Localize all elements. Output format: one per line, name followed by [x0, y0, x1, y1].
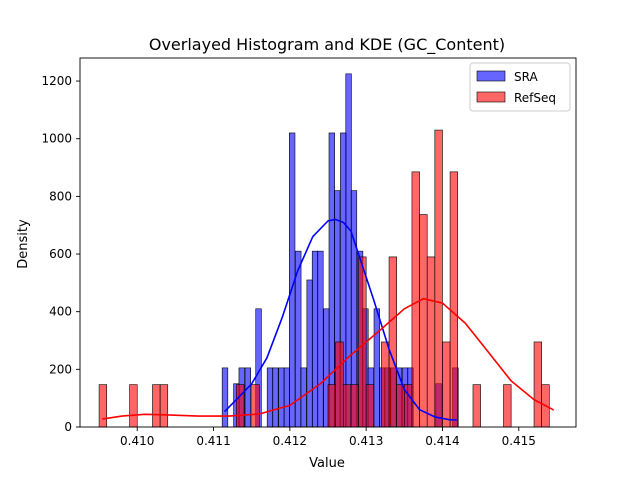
histogram-bar [236, 384, 245, 428]
histogram-bar [221, 367, 229, 428]
histogram-bar [381, 341, 390, 428]
legend-label-sra: SRA [514, 70, 538, 84]
histogram-bar [266, 367, 274, 428]
histogram-bar [503, 384, 512, 428]
histogram-bar [365, 384, 375, 428]
histogram-bar [335, 341, 344, 428]
histogram-bar [472, 384, 481, 428]
histogram-bar [129, 384, 138, 428]
histogram-bar [373, 308, 380, 428]
y-tick-label: 0 [64, 420, 72, 434]
histogram-bar [278, 367, 285, 428]
histogram-bar [426, 256, 436, 428]
x-tick-label: 0.415 [502, 434, 536, 448]
histogram-bar [442, 341, 451, 428]
histogram-bar [272, 367, 279, 428]
histogram-bar [419, 214, 428, 428]
histogram-bar [350, 384, 359, 428]
y-tick-label: 1000 [41, 132, 72, 146]
axes: 0.410 0.411 0.412 0.413 0.414 0.415 0 200 400 600… [41, 57, 577, 448]
legend-swatch-refseq [476, 91, 506, 103]
histogram-bar [311, 250, 319, 428]
y-tick-label: 800 [49, 189, 72, 203]
series-refseq-bars [98, 129, 550, 428]
x-tick-label: 0.410 [120, 434, 154, 448]
histogram-bar [345, 73, 352, 428]
plot-area [98, 73, 554, 428]
y-tick-label: 200 [49, 362, 72, 376]
legend-label-refseq: RefSeq [514, 91, 556, 105]
y-tick-label: 1200 [41, 74, 72, 88]
histogram-bar [327, 384, 336, 428]
legend: SRA RefSeq [469, 62, 571, 112]
histogram-bar [152, 384, 161, 428]
x-tick-label: 0.413 [349, 434, 383, 448]
histogram-bar [396, 384, 405, 428]
y-tick-label: 600 [49, 247, 72, 261]
histogram-bar [388, 256, 397, 428]
histogram-bar [283, 367, 290, 428]
kde-curve-sra [224, 218, 458, 421]
histogram-bar [533, 341, 542, 428]
kde-curve-refseq [102, 297, 554, 420]
histogram-bar [317, 250, 324, 428]
x-tick-label: 0.412 [273, 434, 307, 448]
histogram-bar [411, 171, 420, 428]
histogram-bar [342, 384, 352, 428]
axes-frame [79, 57, 577, 428]
histogram-bar [306, 279, 313, 428]
histogram-bar [251, 384, 260, 428]
histogram-bar [328, 132, 335, 428]
x-tick-label: 0.414 [425, 434, 459, 448]
histogram-bar [449, 171, 459, 428]
histogram-bar [159, 384, 169, 428]
histogram-bar [244, 367, 251, 428]
histogram-bar [98, 384, 108, 428]
x-axis-label: Value [309, 456, 345, 471]
y-tick-label: 400 [49, 305, 72, 319]
chart-title: Overlayed Histogram and KDE (GC_Content) [149, 35, 505, 55]
y-axis-label: Density [16, 219, 31, 269]
x-tick-label: 0.411 [196, 434, 230, 448]
legend-swatch-sra [476, 70, 506, 82]
histogram-bar [434, 129, 443, 428]
